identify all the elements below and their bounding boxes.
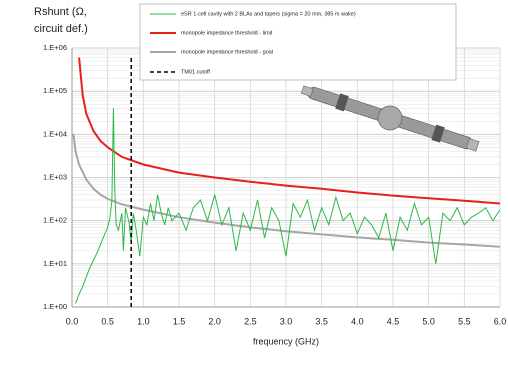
x-tick-label: 2.5 — [244, 316, 257, 326]
y-tick-label: 1.E+05 — [43, 86, 67, 95]
x-tick-label: 0.0 — [66, 316, 79, 326]
y-tick-label: 1.E+06 — [43, 43, 67, 52]
legend-label: monopole impedance threshold - limit — [181, 30, 273, 36]
legend-label: monopole impedance threshold - goal — [181, 49, 273, 55]
x-tick-label: 6.0 — [494, 316, 507, 326]
y-tick-label: 1.E+02 — [43, 216, 67, 225]
x-tick-label: 4.0 — [351, 316, 364, 326]
x-axis-title: frequency (GHz) — [253, 336, 319, 346]
x-tick-label: 1.5 — [173, 316, 186, 326]
x-tick-label: 5.0 — [422, 316, 435, 326]
x-tick-label: 1.0 — [137, 316, 150, 326]
x-tick-label: 3.5 — [315, 316, 328, 326]
y-tick-label: 1.E+03 — [43, 172, 67, 181]
x-tick-label: 5.5 — [458, 316, 471, 326]
legend-label: eSR 1-cell cavity with 2 BLAs and tapers… — [181, 11, 356, 17]
chart: Rshunt (Ω, circuit def.) frequency (GHz)… — [0, 0, 508, 361]
y-axis-title: Rshunt (Ω, — [34, 6, 87, 18]
y-tick-label: 1.E+01 — [43, 259, 67, 268]
y-axis-title: circuit def.) — [34, 23, 88, 35]
legend: eSR 1-cell cavity with 2 BLAs and tapers… — [140, 4, 456, 80]
x-tick-label: 2.0 — [208, 316, 221, 326]
legend-label: TM01 cutoff — [181, 69, 210, 75]
x-tick-label: 3.0 — [280, 316, 293, 326]
x-tick-label: 4.5 — [387, 316, 400, 326]
plot-area: 1.E+00 1.E+01 1.E+02 1.E+03 1.E+04 1.E+05 1.E+… — [43, 43, 506, 326]
page: {"chart_data": { "type": "line", "ylabel… — [0, 0, 508, 361]
y-tick-label: 1.E+04 — [43, 129, 67, 138]
y-tick-label: 1.E+00 — [43, 302, 67, 311]
x-tick-label: 0.5 — [101, 316, 114, 326]
